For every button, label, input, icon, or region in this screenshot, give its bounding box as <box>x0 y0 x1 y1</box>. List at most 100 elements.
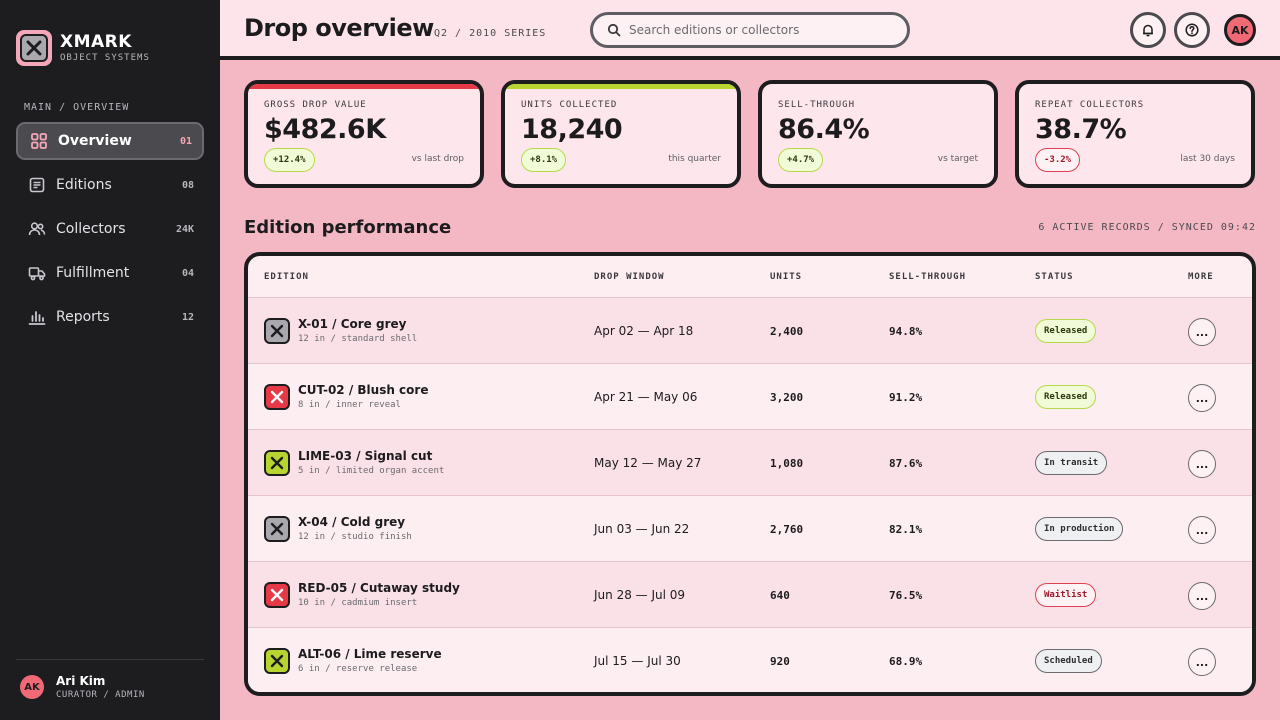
users-icon <box>28 220 46 238</box>
kpi-card-repeat-collectors: REPEAT COLLECTORS 38.7% -3.2% last 30 da… <box>1015 80 1255 188</box>
edition-name: X-01 / Core grey <box>298 317 407 331</box>
kpi-value: 38.7% <box>1035 114 1127 145</box>
table-row[interactable]: X-04 / Cold grey 12 in / studio finish Jun… <box>248 496 1252 562</box>
edition-name: LIME-03 / Signal cut <box>298 449 433 463</box>
sidebar-item-count: 04 <box>181 267 194 279</box>
table-row[interactable]: ALT-06 / Lime reserve 6 in / reserve rele… <box>248 628 1252 692</box>
table-row[interactable]: CUT-02 / Blush core 8 in / inner reveal Ap… <box>248 364 1252 430</box>
document-icon <box>28 176 46 194</box>
kpi-delta-badge: +8.1% <box>521 148 567 172</box>
more-options-button[interactable]: ... <box>1188 318 1216 346</box>
sidebar: XMARK OBJECT SYSTEMS MAIN / OVERVIEW Ove… <box>0 0 220 720</box>
status-badge: In transit <box>1035 451 1108 475</box>
edition-name: ALT-06 / Lime reserve <box>298 647 442 661</box>
edition-meta: 10 in / cadmium insert <box>298 598 418 608</box>
sidebar-item-count: 01 <box>179 135 192 147</box>
units-value: 2,400 <box>770 325 804 338</box>
table-row[interactable]: RED-05 / Cutaway study 10 in / cadmium in… <box>248 562 1252 628</box>
kpi-value: $482.6K <box>264 114 386 145</box>
nav-section-label: MAIN / OVERVIEW <box>24 102 130 113</box>
kpi-delta-badge: -3.2% <box>1035 148 1081 172</box>
units-value: 1,080 <box>770 457 804 470</box>
sidebar-item-collectors[interactable]: Collectors 24K <box>16 210 204 248</box>
editions-table: EDITION DROP WINDOW UNITS SELL-THROUGH S… <box>244 252 1256 696</box>
more-options-button[interactable]: ... <box>1188 516 1216 544</box>
sidebar-nav: Overview 01 Editions 08 Collectors 24K F… <box>16 122 204 342</box>
bar-chart-icon <box>28 308 46 326</box>
kpi-card-units-collected: UNITS COLLECTED 18,240 +8.1% this quarte… <box>501 80 741 188</box>
sidebar-item-editions[interactable]: Editions 08 <box>16 166 204 204</box>
top-header: Drop overview Q2 / 2010 SERIES AK <box>220 0 1280 60</box>
column-header-units[interactable]: UNITS <box>770 272 803 282</box>
kpi-delta-badge: +12.4% <box>264 148 315 172</box>
search-box[interactable] <box>590 12 910 48</box>
more-options-button[interactable]: ... <box>1188 648 1216 676</box>
table-row[interactable]: X-01 / Core grey 12 in / standard shell Ap… <box>248 298 1252 364</box>
status-badge: Released <box>1035 385 1097 409</box>
sidebar-item-label: Overview <box>58 133 132 149</box>
user-avatar-button[interactable]: AK <box>1224 14 1256 46</box>
column-header-edition[interactable]: EDITION <box>264 272 309 282</box>
kpi-label: REPEAT COLLECTORS <box>1035 100 1145 110</box>
drop-window: Apr 02 — Apr 18 <box>594 324 694 338</box>
more-options-button[interactable]: ... <box>1188 450 1216 478</box>
help-button[interactable] <box>1174 12 1210 48</box>
kpi-note: last 30 days <box>1180 154 1235 164</box>
sidebar-item-label: Collectors <box>56 221 126 237</box>
edition-meta: 12 in / studio finish <box>298 532 412 542</box>
units-value: 3,200 <box>770 391 804 404</box>
sidebar-item-reports[interactable]: Reports 12 <box>16 298 204 336</box>
column-header-more: MORE <box>1188 272 1214 282</box>
brand[interactable]: XMARK OBJECT SYSTEMS <box>16 30 150 66</box>
drop-window: May 12 — May 27 <box>594 456 702 470</box>
sidebar-item-count: 24K <box>175 223 194 235</box>
column-header-status[interactable]: STATUS <box>1035 272 1074 282</box>
grid-icon <box>30 132 48 150</box>
search-input[interactable] <box>629 23 889 37</box>
x-mark-icon <box>26 40 42 56</box>
x-mark-icon <box>264 582 290 608</box>
x-mark-icon <box>264 516 290 542</box>
column-header-sell-through[interactable]: SELL-THROUGH <box>889 272 967 282</box>
edition-name: RED-05 / Cutaway study <box>298 581 460 595</box>
brand-logo <box>16 30 52 66</box>
current-user[interactable]: AK Ari Kim CURATOR / ADMIN <box>20 674 145 700</box>
kpi-label: UNITS COLLECTED <box>521 100 618 110</box>
sidebar-divider <box>16 659 204 660</box>
sidebar-item-count: 12 <box>181 311 194 323</box>
sidebar-item-count: 08 <box>181 179 194 191</box>
sell-through-value: 87.6% <box>889 457 923 470</box>
edition-name: X-04 / Cold grey <box>298 515 406 529</box>
more-options-button[interactable]: ... <box>1188 582 1216 610</box>
sidebar-item-fulfillment[interactable]: Fulfillment 04 <box>16 254 204 292</box>
kpi-label: SELL-THROUGH <box>778 100 856 110</box>
brand-name: XMARK <box>60 32 132 52</box>
notifications-button[interactable] <box>1130 12 1166 48</box>
page-subtitle: Q2 / 2010 SERIES <box>434 28 547 39</box>
sell-through-value: 82.1% <box>889 523 923 536</box>
page-title: Drop overview <box>244 14 434 42</box>
units-value: 920 <box>770 655 790 668</box>
kpi-delta-badge: +4.7% <box>778 148 824 172</box>
user-role: CURATOR / ADMIN <box>56 690 145 700</box>
table-header: EDITION DROP WINDOW UNITS SELL-THROUGH S… <box>248 256 1252 298</box>
search-icon <box>607 23 621 37</box>
user-name: Ari Kim <box>56 674 106 688</box>
drop-window: Apr 21 — May 06 <box>594 390 698 404</box>
sell-through-value: 76.5% <box>889 589 923 602</box>
drop-window: Jun 28 — Jul 09 <box>594 588 686 602</box>
sidebar-item-label: Reports <box>56 309 110 325</box>
kpi-note: vs target <box>937 154 978 164</box>
column-header-drop-window[interactable]: DROP WINDOW <box>594 272 665 282</box>
more-options-button[interactable]: ... <box>1188 384 1216 412</box>
table-row[interactable]: LIME-03 / Signal cut 5 in / limited organ… <box>248 430 1252 496</box>
edition-meta: 6 in / reserve release <box>298 664 418 674</box>
sidebar-item-overview[interactable]: Overview 01 <box>16 122 204 160</box>
edition-name: CUT-02 / Blush core <box>298 383 429 397</box>
units-value: 2,760 <box>770 523 804 536</box>
kpi-card-sell-through: SELL-THROUGH 86.4% +4.7% vs target <box>758 80 998 188</box>
kpi-accent-bar <box>505 84 737 89</box>
x-mark-icon <box>264 384 290 410</box>
units-value: 640 <box>770 589 790 602</box>
kpi-value: 18,240 <box>521 114 623 145</box>
